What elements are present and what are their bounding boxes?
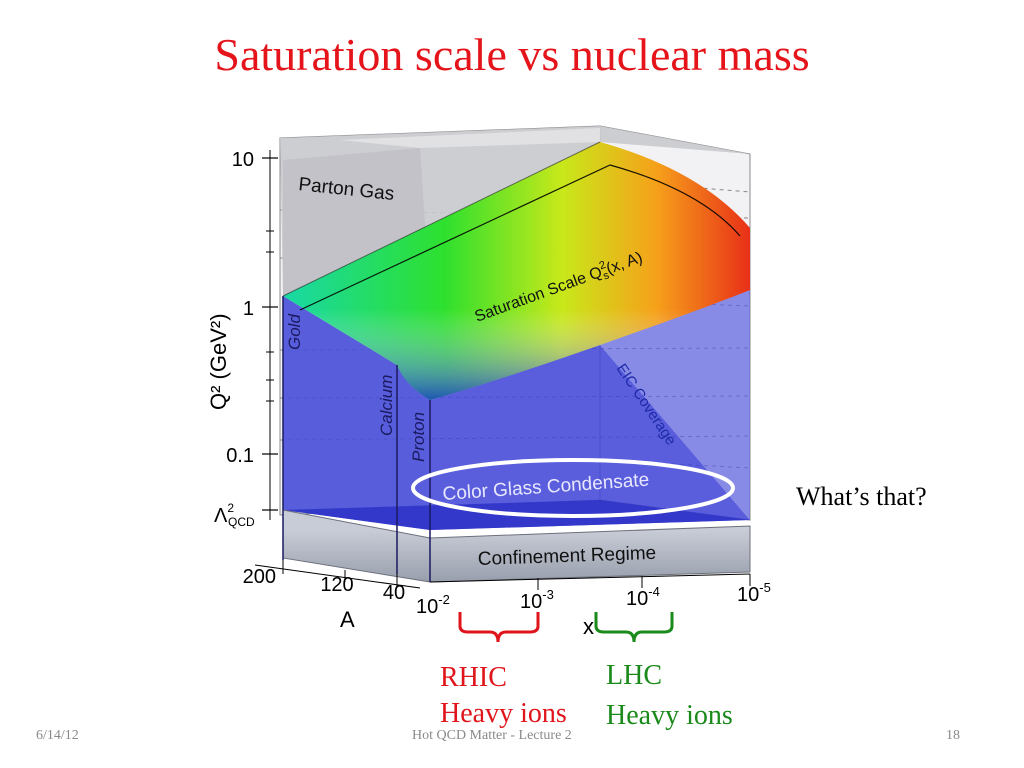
- lhc-line1: LHC: [606, 660, 662, 691]
- x-tick-1e-5: 10-5: [737, 580, 771, 606]
- y-tick-0-1: 0.1: [226, 445, 254, 467]
- a-tick-120: 120: [320, 574, 353, 596]
- rhic-line1: RHIC: [440, 662, 507, 693]
- y-tick-10: 10: [232, 149, 254, 171]
- x-tick-1e-3: 10-3: [520, 587, 554, 613]
- slide-title: Saturation scale vs nuclear mass: [214, 29, 810, 80]
- a-axis: 200 120 40 A: [243, 560, 421, 632]
- rhic-annotation: RHIC Heavy ions: [440, 660, 567, 732]
- nucleus-proton-label: Proton: [409, 412, 428, 462]
- nucleus-gold-label: Gold: [285, 314, 304, 350]
- x-tick-1e-2: 10-2: [416, 592, 450, 618]
- cgc-ellipse: [411, 458, 735, 518]
- footer-page: 18: [946, 728, 960, 743]
- y-axis-label: Q² (GeV²): [206, 313, 231, 410]
- footer-center: Hot QCD Matter - Lecture 2: [412, 728, 572, 743]
- cgc-volume-side: [283, 296, 430, 530]
- side-note: What’s that?: [796, 482, 927, 511]
- rhic-bracket: [458, 612, 540, 643]
- lambda-qcd-label: Λ2 QCD: [214, 501, 255, 529]
- nucleus-calcium-label: Calcium: [377, 375, 396, 436]
- cgc-volume-front: [430, 345, 750, 530]
- lhc-annotation: LHC Heavy ions: [606, 656, 733, 736]
- footer-date: 6/14/12: [36, 728, 79, 743]
- rhic-line2: Heavy ions: [440, 698, 567, 729]
- q2-axis: 10 1 0.1 Λ2 QCD Q² (GeV²): [206, 149, 278, 529]
- a-axis-label: A: [340, 607, 355, 632]
- lhc-bracket: [594, 612, 674, 643]
- x-tick-1e-4: 10-4: [626, 584, 660, 610]
- a-tick-200: 200: [243, 566, 276, 588]
- x-axis: 10-2 10-3 10-4 10-5 x: [416, 573, 771, 639]
- y-tick-1: 1: [243, 298, 254, 320]
- x-axis-label: x: [583, 614, 594, 639]
- lhc-line2: Heavy ions: [606, 700, 733, 731]
- a-tick-40: 40: [383, 582, 405, 604]
